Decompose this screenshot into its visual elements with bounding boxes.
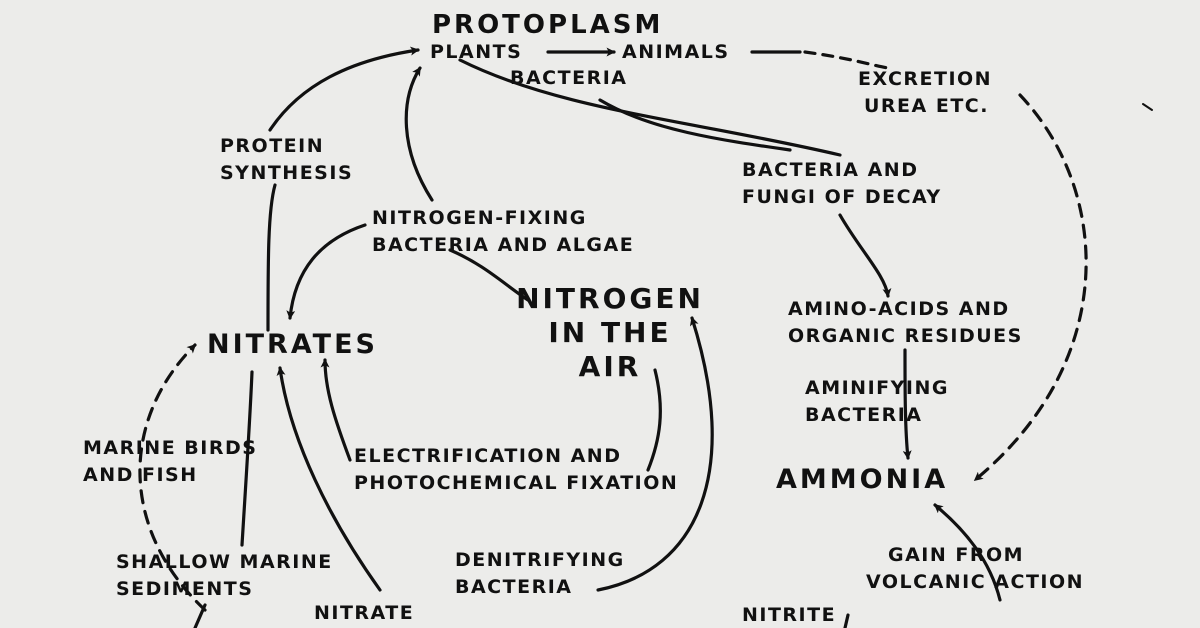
label-protein-synthesis: PROTEIN SYNTHESIS xyxy=(220,133,353,187)
label-decay-line-2: FUNGI OF DECAY xyxy=(742,186,942,208)
label-plants: PLANTS xyxy=(430,41,523,63)
label-protein-line-1: PROTEIN xyxy=(220,135,325,157)
label-marine-birds: MARINE BIRDS AND FISH xyxy=(83,435,257,489)
label-protoplasm: PROTOPLASM xyxy=(432,10,664,40)
arrow-air-to-fixing xyxy=(448,248,530,302)
label-denitrifying: DENITRIFYING BACTERIA xyxy=(455,547,625,601)
arrow-nitrite xyxy=(843,613,850,628)
label-marine-line-1: MARINE BIRDS xyxy=(83,437,258,459)
label-bacteria-top: BACTERIA xyxy=(510,67,628,89)
label-air-line-1: NITROGEN xyxy=(516,282,704,315)
arrow-excretion-tail xyxy=(1142,103,1153,111)
label-fixing-line-2: BACTERIA AND ALGAE xyxy=(372,234,635,256)
arrow-protein-to-protoplasm xyxy=(268,46,420,132)
arrow-nitrate-to-nitrates xyxy=(276,366,382,592)
label-denitrifying-line-1: DENITRIFYING xyxy=(455,549,625,571)
label-nitrate: NITRATE xyxy=(314,602,415,624)
label-decay: BACTERIA AND FUNGI OF DECAY xyxy=(742,157,942,211)
label-volcanic-line-1: GAIN FROM xyxy=(888,544,1025,566)
arrow-bacteria-to-decay xyxy=(598,98,792,152)
label-nitrogen-in-air: NITROGEN IN THE AIR xyxy=(514,282,706,384)
arrow-decay-to-amino xyxy=(838,213,892,298)
label-electrification-line-1: ELECTRIFICATION AND xyxy=(354,445,622,467)
label-electrification-line-2: PHOTOCHEMICAL FIXATION xyxy=(354,472,679,494)
label-electrification: ELECTRIFICATION AND PHOTOCHEMICAL FIXATI… xyxy=(354,443,678,497)
label-amino: AMINO-ACIDS AND ORGANIC RESIDUES xyxy=(788,296,1023,350)
arrow-excretion-to-ammonia xyxy=(973,93,1088,482)
label-excretion: EXCRETION UREA ETC. xyxy=(858,66,992,120)
label-nitrogen-fixing: NITROGEN-FIXING BACTERIA AND ALGAE xyxy=(372,205,634,259)
label-marine-line-2: AND FISH xyxy=(83,464,198,486)
label-nitrite: NITRITE xyxy=(742,604,837,626)
label-amino-line-2: ORGANIC RESIDUES xyxy=(788,325,1023,347)
arrow-air-to-electrification xyxy=(646,368,662,472)
label-nitrates: NITRATES xyxy=(207,329,378,360)
arrow-fixing-to-plants xyxy=(404,66,434,202)
label-decay-line-1: BACTERIA AND xyxy=(742,159,919,181)
label-air-line-3: AIR xyxy=(578,350,642,383)
label-fixing-line-1: NITROGEN-FIXING xyxy=(372,207,587,229)
label-shallow-line-1: SHALLOW MARINE xyxy=(116,551,333,573)
label-volcanic: GAIN FROM VOLCANIC ACTION xyxy=(866,542,1084,596)
label-aminifying: AMINIFYING BACTERIA xyxy=(805,375,949,429)
label-ammonia: AMMONIA xyxy=(776,464,949,495)
arrow-amino-to-ammonia xyxy=(902,348,912,460)
label-protein-line-2: SYNTHESIS xyxy=(220,162,354,184)
arrow-sediment-down xyxy=(193,603,207,628)
arrow-sediments-to-nitrates xyxy=(240,370,254,547)
arrow-protoplasm-to-decay xyxy=(458,58,842,157)
label-denitrifying-line-2: BACTERIA xyxy=(455,576,573,598)
label-shallow-marine: SHALLOW MARINE SEDIMENTS xyxy=(116,549,333,603)
label-volcanic-line-2: VOLCANIC ACTION xyxy=(866,571,1085,593)
arrow-marine-to-nitrates xyxy=(138,343,207,612)
label-aminifying-line-2: BACTERIA xyxy=(805,404,923,426)
label-aminifying-line-1: AMINIFYING xyxy=(805,377,949,399)
arrow-nitrates-to-protein xyxy=(266,183,277,332)
label-excretion-line-2: UREA ETC. xyxy=(864,95,989,117)
arrow-animals-to-excretion xyxy=(803,50,890,70)
label-amino-line-1: AMINO-ACIDS AND xyxy=(788,298,1010,320)
label-air-line-2: IN THE xyxy=(548,316,672,349)
arrow-electrification-to-nitrates xyxy=(320,358,352,462)
label-shallow-line-2: SEDIMENTS xyxy=(116,578,254,600)
label-animals: ANIMALS xyxy=(622,41,730,63)
arrow-fixing-to-nitrates xyxy=(286,223,367,320)
arrow-denitrifying-to-air xyxy=(596,316,714,592)
label-excretion-line-1: EXCRETION xyxy=(858,68,993,90)
arrow-volcanic-to-ammonia xyxy=(933,503,1002,602)
